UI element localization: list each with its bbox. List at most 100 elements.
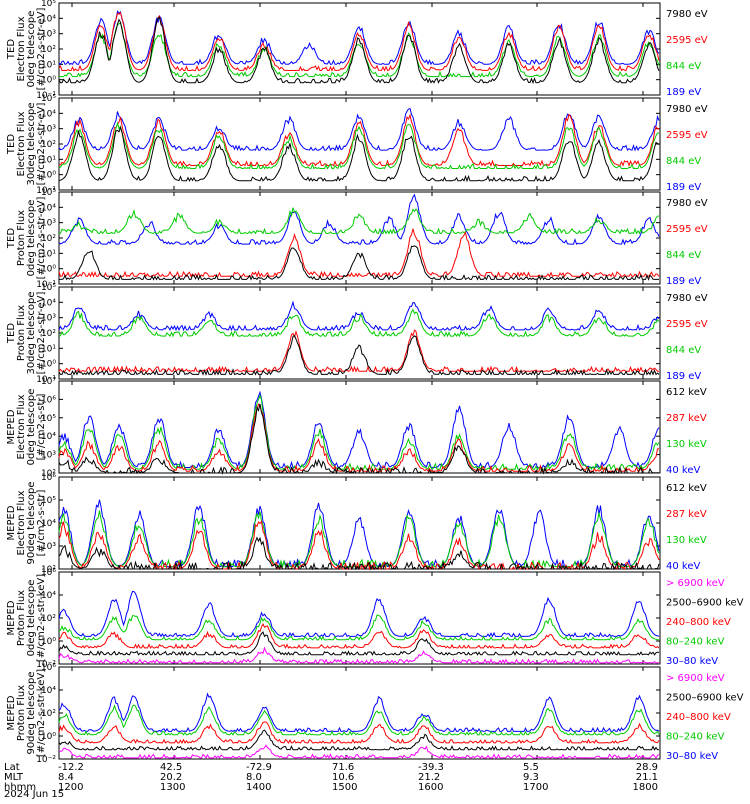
panel-2-ytick-label: 10⁵ bbox=[41, 94, 56, 104]
panel-3-ytick-label: 10¹ bbox=[41, 249, 56, 259]
panel-3-frame bbox=[58, 191, 661, 285]
panel-4-series-4-line bbox=[58, 334, 660, 376]
panel-2-ytick-label: 10³ bbox=[41, 125, 56, 135]
panel-6-legend-entry: 287 keV bbox=[666, 509, 707, 520]
panel-5-series-1-line bbox=[58, 390, 660, 469]
panel-7-ylabel-line: [#/cm2-s-str-keV] bbox=[36, 574, 47, 662]
panel-6-ytick-label: 10⁵ bbox=[41, 496, 56, 506]
panel-3-ylabel: TED Proton Flux 0deg telescope [#/cm2-s-str… bbox=[6, 197, 47, 280]
panel-7-series-5-line bbox=[58, 646, 660, 665]
panel-4-legend-entry: 844 eV bbox=[666, 345, 701, 356]
panel-1-series-1-line bbox=[58, 10, 660, 66]
panel-5-legend-entry: 287 keV bbox=[666, 413, 707, 424]
panel-4-frame bbox=[58, 286, 661, 380]
panel-3-ytick-label: 10⁵ bbox=[41, 188, 56, 198]
panel-6-ylabel-line: MEPED bbox=[6, 505, 17, 540]
panel-6-ylabel: MEPED Electron Flux 90deg telescope [#/cm2-… bbox=[6, 481, 47, 564]
panel-2-legend-entry: 7980 eV bbox=[666, 104, 708, 115]
panel-4-legend-entry: 189 eV bbox=[666, 371, 701, 382]
panel-4-ytick-label: 10⁵ bbox=[41, 283, 56, 293]
panel-1-legend-entry: 7980 eV bbox=[666, 9, 708, 20]
panel-4-legend-entry: 7980 eV bbox=[666, 293, 708, 304]
panel-7-ytick-label: 10⁰ bbox=[41, 637, 56, 647]
panel-5-ytick-label: 10⁵ bbox=[41, 414, 56, 424]
panel-3-legend-entry: 189 eV bbox=[666, 276, 701, 287]
panel-4-ylabel-line: TED bbox=[6, 323, 17, 344]
xaxis-row-label: MLT bbox=[4, 772, 24, 783]
panel-4-ytick-label: 10⁰ bbox=[41, 360, 56, 370]
panel-5-series-2-line bbox=[58, 394, 660, 471]
xaxis-row-value: 71.6 bbox=[332, 762, 354, 773]
panel-3-ylabel-line: 0deg telescope bbox=[26, 200, 37, 277]
panel-8-series-5-line bbox=[58, 744, 660, 759]
panel-1-ytick-label: 10³ bbox=[41, 30, 56, 40]
panel-6-legend-entry: 40 keV bbox=[666, 561, 700, 572]
panel-7-series-3-line bbox=[58, 623, 660, 650]
panel-2-series-1-line bbox=[58, 107, 660, 152]
panel-8-ylabel-line: [#/cm2-s-str-keV] bbox=[36, 669, 47, 757]
panel-1-ylabel-line: [#/cm2-s-str-eV] bbox=[36, 8, 47, 91]
xaxis-row-value: 1700 bbox=[523, 782, 548, 793]
xaxis-row-value: 5.5 bbox=[523, 762, 539, 773]
panel-5-ylabel-line: Electron Flux bbox=[16, 394, 27, 459]
panel-7-series-1-line bbox=[58, 590, 660, 638]
panel-4-ylabel-line: 30deg telescope bbox=[26, 291, 37, 374]
panel-4-series-1-line bbox=[58, 300, 660, 332]
xaxis-row-value: 42.5 bbox=[160, 762, 182, 773]
panel-3-legend-entry: 2595 eV bbox=[666, 224, 708, 235]
panel-6-ylabel-line: Electron Flux bbox=[16, 490, 27, 555]
panel-7-ylabel-line: Proton Flux bbox=[16, 590, 27, 646]
panel-2-ytick-label: 10² bbox=[41, 140, 56, 150]
panel-5-ylabel-line: MEPED bbox=[6, 409, 17, 444]
panel-4-ylabel-line: [#/cm2-s-str-eV] bbox=[36, 292, 47, 375]
panel-5-legend-entry: 130 keV bbox=[666, 439, 707, 450]
panel-7-legend-entry: 240–800 keV bbox=[666, 617, 731, 628]
panel-2-legend-entry: 2595 eV bbox=[666, 130, 708, 141]
xaxis-row-value: 1300 bbox=[160, 782, 185, 793]
panel-2-legend-entry: 189 eV bbox=[666, 182, 701, 193]
panel-4-series-3-line bbox=[58, 329, 659, 373]
panel-4-ytick-label: 10⁻¹ bbox=[36, 375, 56, 385]
panel-6-ylabel-line: 90deg telescope bbox=[26, 481, 37, 564]
panel-8-legend-entry: 2500–6900 keV bbox=[666, 693, 744, 704]
panel-5-ytick-label: 10³ bbox=[41, 451, 56, 461]
panel-8-ylabel-line: Proton Flux bbox=[16, 685, 27, 741]
panel-3-series-4-line bbox=[59, 245, 659, 281]
panel-1-ytick-label: 10⁴ bbox=[41, 14, 56, 24]
panel-4-series-2-line bbox=[58, 308, 660, 338]
panel-7-series-4-line bbox=[58, 631, 660, 657]
panel-4-legend-entry: 2595 eV bbox=[666, 319, 708, 330]
panel-2-series-2-line bbox=[58, 113, 660, 168]
panel-1-ylabel-line: Electron Flux bbox=[16, 16, 27, 81]
xaxis-row-value: 20.2 bbox=[160, 772, 182, 783]
panel-4-ytick-label: 10⁴ bbox=[41, 298, 56, 308]
panel-8-series-4-line bbox=[58, 729, 659, 751]
panel-7-ylabel-line: MEPED bbox=[6, 600, 17, 635]
panel-6-ytick-label: 10² bbox=[41, 565, 56, 575]
xaxis-row-value: 21.2 bbox=[418, 772, 440, 783]
panel-1-ytick-label: 10² bbox=[41, 45, 56, 55]
panel-5-ylabel-line: [#/cm2-s-str] bbox=[36, 393, 47, 460]
panel-8-ytick-label: 10⁶ bbox=[41, 663, 56, 673]
panel-5-frame bbox=[58, 380, 661, 474]
xaxis-row-value: 1500 bbox=[332, 782, 357, 793]
plot-date: 2024 Jun 15 bbox=[4, 789, 64, 800]
panel-8-ylabel-line: 90deg telescope bbox=[26, 671, 37, 754]
panel-2-legend-entry: 844 eV bbox=[666, 156, 701, 167]
panel-6-series-1-line bbox=[58, 499, 660, 568]
panel-1-ytick-label: 10⁻¹ bbox=[36, 91, 56, 101]
panel-6-ytick-label: 10⁴ bbox=[41, 519, 56, 529]
panel-2-ylabel-line: [#/cm2-s-str-eV] bbox=[36, 103, 47, 186]
panel-6-ytick-label: 10⁶ bbox=[41, 473, 56, 483]
panel-3-ylabel-line: [#/cm2-s-str-eV] bbox=[36, 197, 47, 280]
panel-6-series-3-line bbox=[58, 520, 660, 571]
xaxis-row-value: 1200 bbox=[58, 782, 83, 793]
panel-8-legend-entry: 80–240 keV bbox=[666, 732, 725, 743]
panel-7-frame bbox=[58, 571, 661, 665]
panel-3-series-2-line bbox=[58, 207, 660, 235]
panel-2-series-4-line bbox=[58, 125, 660, 183]
panel-6-ylabel-line: [#/cm2-s-str] bbox=[36, 489, 47, 556]
xaxis-row-value: 28.9 bbox=[636, 762, 658, 773]
panel-2-ylabel-line: TED bbox=[6, 134, 17, 155]
panel-5-ytick-label: 10⁴ bbox=[41, 432, 56, 442]
